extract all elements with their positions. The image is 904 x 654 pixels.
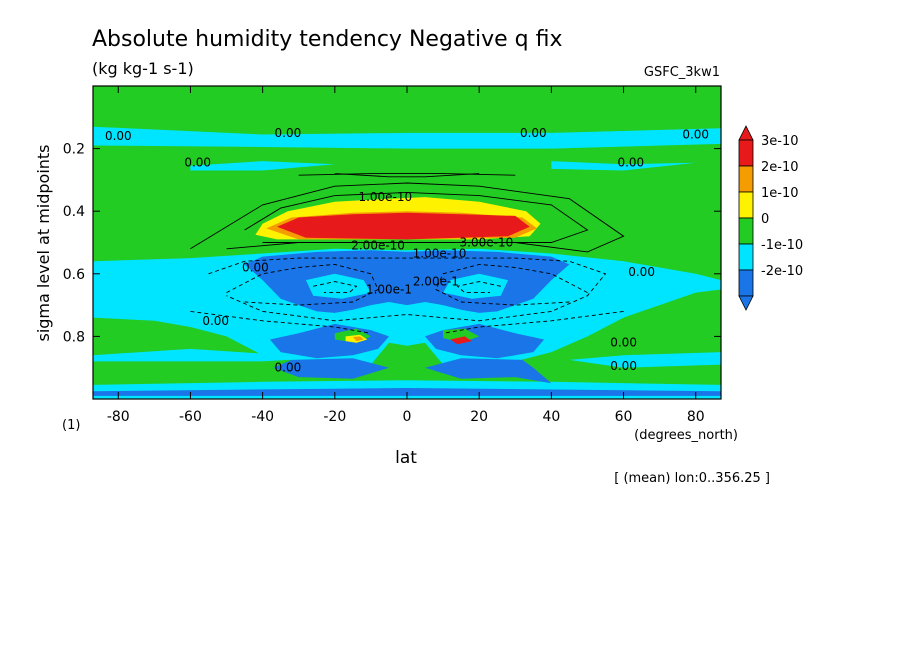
contour-line-8 [190,310,371,334]
y-tick-label: 0.8 [63,329,85,345]
x-tick-label: -40 [251,409,274,425]
colorbar-label: 3e-10 [761,134,799,149]
units-label: (kg kg-1 s-1) [92,59,194,78]
contour-line-6 [313,281,358,294]
contour-label-15: 0.00 [610,336,637,350]
contour-region-12 [425,358,552,384]
contour-region-22 [352,336,364,342]
x-axis-label: lat [395,448,417,468]
colorbar-segment [738,217,754,245]
contour-region-8 [244,250,570,313]
colorbar-label: 0 [761,212,769,227]
contour-label-10: 1.00e-10 [413,247,467,261]
contour-label-7: 0.00 [242,261,269,275]
x-tick-label: 60 [615,409,633,425]
contour-line-1 [244,191,589,243]
contour-label-16: 0.00 [610,359,637,373]
contour-label-4: 0.00 [682,128,709,142]
y-tick-label: 0.4 [63,204,85,220]
averaging-note: [ (mean) lon:0..356.25 ] [614,471,770,486]
colorbar-segment [738,139,754,167]
contour-label-2: 0.00 [275,126,302,140]
colorbar: 3e-10 2e-10 1e-10 0 -1e-10 -2e-10 [738,125,803,311]
colorbar-label: 1e-10 [761,186,799,201]
contour-label-3: 0.00 [520,126,547,140]
x-tick-label: -80 [107,409,130,425]
x-tick-label: -20 [323,409,346,425]
chart-title: Absolute humidity tendency Negative q fi… [92,27,563,52]
contour-label-13: 0.00 [628,265,655,279]
contour-region-3 [93,248,721,368]
colorbar-top-arrow [738,125,754,141]
contour-label-14: 0.00 [202,314,229,328]
filled-contours [93,126,721,399]
x-tick-label: 0 [403,409,412,425]
contour-label-9: 3.00e-10 [460,236,514,250]
colorbar-segment [738,243,754,271]
contour-label-5: 0.00 [617,156,644,170]
y-units-label: (1) [62,418,80,433]
contour-line-10 [334,173,480,178]
contour-line-3 [208,257,607,322]
contour-region-17 [277,212,530,240]
contour-line-5 [435,263,588,306]
y-tick-label: 0.6 [63,267,85,283]
x-tick-label: 40 [542,409,560,425]
contour-region-14 [443,273,509,299]
y-axis: 0.2 0.4 0.6 0.8 [63,142,721,345]
contour-region-1 [190,161,335,171]
x-tick-label: -60 [179,409,202,425]
x-axis: -80 -60 -40 -20 0 20 40 60 80 [107,86,705,425]
contour-label-8: 2.00e-10 [351,239,405,253]
contour-region-2 [551,161,696,171]
contour-region-0 [93,126,721,149]
contour-line-2 [298,173,516,176]
contour-region-21 [450,336,472,345]
contour-label-12: 1.00e-1 [366,283,412,297]
colorbar-label: -2e-10 [761,264,803,279]
dataset-label: GSFC_3kw1 [644,65,720,80]
contour-label-11: 2.00e-1 [413,275,459,289]
x-units-label: (degrees_north) [634,428,738,443]
colorbar-bottom-arrow [738,295,754,311]
contour-label-0: 0.00 [105,129,132,143]
y-tick-label: 0.2 [63,142,85,158]
contour-lines [190,173,625,334]
plot-area: 0.00 0.00 0.00 0.00 0.00 0.00 1.00e-10 0.00 2.00… [92,85,722,400]
colorbar-segment [738,165,754,193]
y-axis-label: sigma level at midpoints [34,144,53,341]
colorbar-label: -1e-10 [761,238,803,253]
contour-line-4 [226,263,379,306]
contour-region-5 [569,352,721,368]
contour-label-17: 0.00 [275,361,302,375]
contour-region-7 [93,388,721,396]
contour-region-4 [93,348,317,362]
contour-line-9 [443,310,624,334]
contour-region-13 [305,273,371,299]
x-tick-label: 80 [687,409,705,425]
colorbar-segment [738,191,754,219]
contour-label-6: 1.00e-10 [358,190,412,204]
contour-label-1: 0.00 [184,156,211,170]
colorbar-label: 2e-10 [761,160,799,175]
contour-region-11 [273,358,389,379]
colorbar-segment [738,269,754,297]
contour-line-7 [456,281,501,294]
contour-labels: 0.00 0.00 0.00 0.00 0.00 0.00 1.00e-10 0.00 2.00… [105,126,709,375]
x-tick-label: 20 [470,409,488,425]
